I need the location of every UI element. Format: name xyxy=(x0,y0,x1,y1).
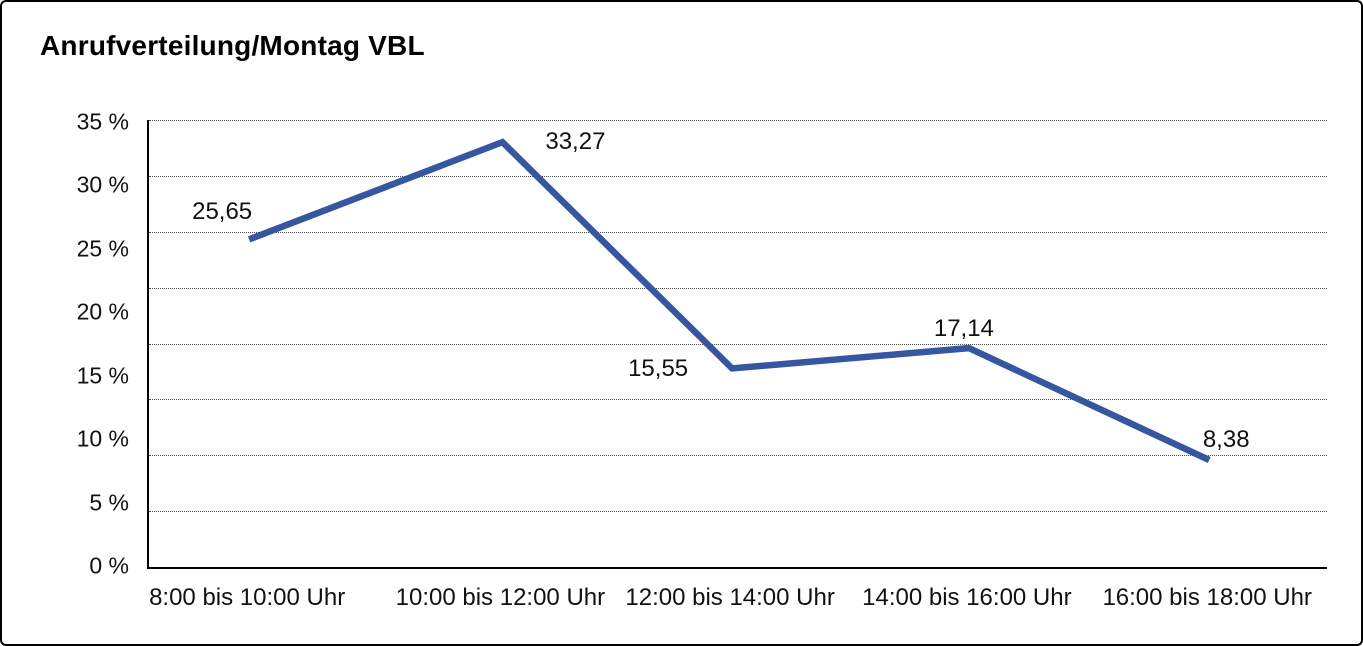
point-value-label: 25,65 xyxy=(192,198,253,226)
grid-line xyxy=(149,231,1327,233)
x-tick-label: 16:00 bis 18:00 Uhr xyxy=(1102,584,1312,611)
y-tick-label: 20 % xyxy=(76,298,129,325)
y-tick-label: 10 % xyxy=(76,425,129,452)
y-tick-label: 0 % xyxy=(89,552,129,579)
x-tick-label: 14:00 bis 16:00 Uhr xyxy=(862,584,1072,611)
point-value-label: 33,27 xyxy=(545,128,606,156)
x-tick-label: 8:00 bis 10:00 Uhr xyxy=(149,584,346,611)
line-series xyxy=(247,138,1211,463)
grid-line xyxy=(149,399,1327,401)
point-value-label: 15,55 xyxy=(628,355,689,383)
grid-line xyxy=(149,175,1327,177)
plot-area: 25,65 33,27 15,55 17,14 8,38 xyxy=(147,120,1327,569)
y-tick-label: 30 % xyxy=(76,171,129,198)
y-axis-labels: 35 % 30 % 25 % 20 % 15 % 10 % 5 % 0 % xyxy=(2,109,129,579)
grid-line xyxy=(149,287,1327,289)
x-tick-label: 10:00 bis 12:00 Uhr xyxy=(395,584,606,611)
grid-line xyxy=(149,455,1327,457)
y-tick-label: 35 % xyxy=(76,108,129,135)
y-tick-label: 5 % xyxy=(89,489,129,516)
y-tick-label: 25 % xyxy=(76,235,129,262)
series-line xyxy=(247,138,1211,463)
y-tick-label: 15 % xyxy=(76,362,129,389)
grid-line xyxy=(149,120,1327,121)
x-tick-label: 12:00 bis 14:00 Uhr xyxy=(625,584,835,611)
grid-line xyxy=(149,511,1327,513)
grid-line xyxy=(149,343,1327,345)
point-value-label: 17,14 xyxy=(933,315,994,343)
x-axis-labels: 8:00 bis 10:00 Uhr 10:00 bis 12:00 Uhr 12:… xyxy=(147,580,1325,614)
chart-title: Anrufverteilung/Montag VBL xyxy=(40,30,425,61)
point-value-label: 8,38 xyxy=(1202,425,1250,453)
